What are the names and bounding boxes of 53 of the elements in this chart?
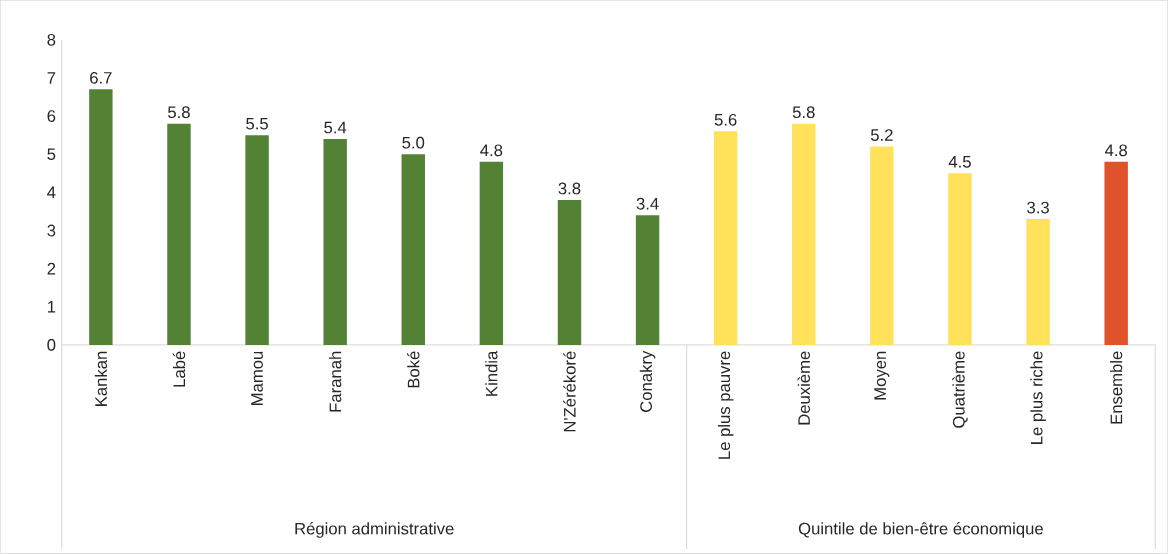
y-tick-label: 8 [47, 34, 56, 46]
bar [167, 123, 191, 346]
text: Quintile de bien-être économique [798, 522, 1043, 538]
y-tick-label: 3 [47, 224, 56, 237]
data-label: 4.8 [1104, 144, 1128, 157]
text: Région administrative [295, 522, 454, 538]
x-tick-label: Le plus pauvre [717, 351, 734, 459]
data-label: 4.8 [480, 144, 503, 157]
data-label: 4.5 [948, 156, 971, 168]
bar [870, 146, 894, 346]
bar [1026, 219, 1050, 346]
x-tick-label: Kankan [94, 351, 107, 407]
y-tick-label: 6 [47, 110, 56, 123]
bar [479, 161, 504, 346]
x-tick-label: Ensemble [1110, 351, 1123, 424]
data-label: 3.8 [558, 182, 581, 195]
bar [1104, 161, 1128, 346]
y-tick-label: 0 [47, 339, 56, 351]
data-label: 5.0 [402, 136, 425, 149]
bar [89, 89, 113, 346]
data-label: 5.6 [714, 114, 737, 126]
bar [792, 123, 816, 346]
y-tick-label: 1 [47, 301, 56, 313]
x-tick-label: Moyen [874, 351, 890, 400]
x-tick-label: Conakry [639, 350, 656, 413]
data-label: 5.2 [870, 129, 893, 142]
data-label: 5.8 [792, 106, 815, 119]
data-label: 3.4 [636, 197, 659, 210]
bar [635, 215, 660, 346]
x-tick-label: Quatrième [952, 351, 968, 428]
bar [401, 154, 425, 346]
x-tick-label: Faranah [329, 351, 342, 412]
x-tick-label: Mamou [251, 351, 263, 406]
data-label: 5.5 [246, 118, 268, 130]
data-label: 3.3 [1027, 201, 1049, 214]
y-tick-label: 4 [47, 186, 56, 199]
bar [713, 131, 738, 346]
y-tick-label: 7 [47, 72, 56, 84]
x-tick-label: Kindia [485, 350, 498, 396]
y-tick-label: 5 [47, 148, 56, 161]
x-tick-label: Labé [172, 351, 186, 387]
x-tick-label: Le plus riche [1030, 351, 1046, 445]
bar [245, 135, 269, 346]
bar [323, 139, 347, 346]
bar [948, 173, 972, 346]
data-label: 6.7 [90, 72, 112, 84]
data-label: 5.8 [168, 106, 190, 119]
x-tick-label: Deuxième [797, 351, 810, 425]
data-label: 5.4 [324, 121, 347, 134]
bar [557, 200, 582, 346]
y-tick-label: 2 [47, 262, 56, 275]
x-tick-label: N'Zérékoré [563, 351, 576, 432]
x-tick-label: Boké [407, 351, 420, 388]
